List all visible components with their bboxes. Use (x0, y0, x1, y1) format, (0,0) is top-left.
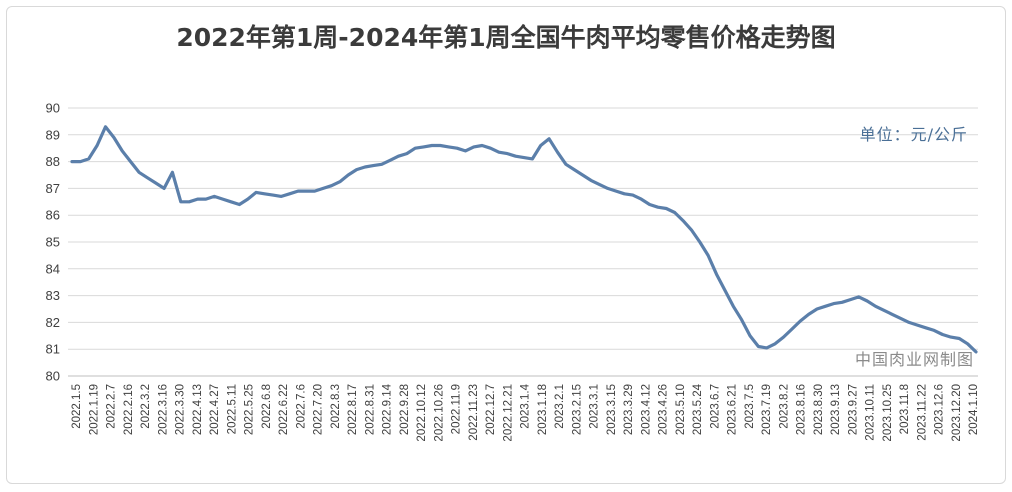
x-tick-label: 2022.6.22 (278, 384, 290, 435)
x-tick-label: 2023.5.24 (692, 383, 704, 435)
x-tick-label: 2023.2.15 (571, 384, 583, 435)
x-tick-label: 2022.3.30 (175, 384, 187, 435)
x-tick-label: 2023.10.25 (882, 384, 894, 442)
x-tick-label: 2022.8.3 (330, 384, 342, 429)
x-tick-label: 2022.7.6 (295, 384, 307, 429)
x-tick-label: 2022.2.7 (106, 384, 118, 429)
y-tick-label: 86 (46, 208, 60, 223)
chart-frame (6, 6, 1006, 484)
x-tick-label: 2023.11.8 (899, 384, 911, 434)
series-line-beef-price (70, 125, 978, 354)
x-tick-label: 2022.3.2 (140, 384, 152, 429)
x-tick-label: 2022.4.13 (192, 384, 204, 435)
unit-label: 单位：元/公斤 (860, 125, 968, 144)
x-tick-label: 2023.11.22 (916, 384, 928, 441)
x-tick-label: 2023.7.5 (744, 384, 756, 429)
y-tick-label: 90 (46, 101, 60, 116)
x-tick-label: 2022.11.9 (451, 384, 463, 434)
x-tick-label: 2022.8.17 (347, 384, 359, 435)
x-tick-label: 2023.3.29 (623, 384, 635, 435)
x-axis-ticks: 2022.1.5 2022.1.19 2022.2.7 2022.2.16 2022.3… (71, 383, 980, 441)
y-tick-label: 88 (46, 154, 60, 169)
y-tick-label: 83 (46, 288, 60, 303)
x-tick-label: 2022.12.7 (485, 384, 497, 435)
y-tick-label: 84 (46, 261, 60, 276)
x-tick-label: 2022.4.27 (209, 384, 221, 435)
x-tick-label: 2022.2.16 (123, 384, 135, 435)
x-tick-label: 2024.1.10 (968, 384, 980, 435)
x-tick-label: 2022.7.20 (313, 384, 325, 435)
y-tick-label: 81 (46, 342, 60, 357)
gridlines (68, 107, 978, 377)
y-axis-ticks: 80 81 82 83 84 85 86 87 88 89 90 (46, 101, 60, 384)
x-tick-label: 2023.9.27 (847, 384, 859, 435)
x-tick-label: 2022.1.5 (71, 384, 83, 429)
x-tick-label: 2023.6.7 (709, 384, 721, 429)
x-tick-label: 2023.3.15 (606, 384, 618, 435)
y-tick-label: 82 (46, 315, 60, 330)
x-tick-label: 2023.6.21 (727, 384, 739, 435)
y-tick-label: 80 (46, 369, 60, 384)
x-tick-label: 2023.3.1 (589, 384, 601, 429)
x-tick-label: 2023.12.6 (934, 384, 946, 435)
x-tick-label: 2023.8.16 (796, 384, 808, 435)
x-tick-label: 2023.1.18 (537, 384, 549, 435)
x-tick-label: 2022.3.16 (157, 384, 169, 435)
x-tick-label: 2023.7.19 (761, 384, 773, 435)
x-tick-label: 2022.9.14 (382, 383, 394, 435)
x-tick-label: 2023.1.4 (520, 383, 532, 428)
x-tick-label: 2023.4.12 (640, 384, 652, 435)
y-tick-label: 85 (46, 235, 60, 250)
x-tick-label: 2022.5.25 (244, 384, 256, 435)
x-tick-label: 2022.11.23 (468, 384, 480, 441)
y-tick-label: 87 (46, 181, 60, 196)
x-tick-label: 2022.6.8 (261, 384, 273, 429)
x-tick-label: 2022.8.31 (364, 384, 376, 435)
x-tick-label: 2022.10.12 (416, 384, 428, 442)
x-tick-label: 2023.12.20 (951, 384, 963, 442)
x-tick-label: 2023.9.13 (830, 384, 842, 435)
x-tick-label: 2022.10.26 (433, 384, 445, 442)
x-tick-label: 2023.8.30 (813, 384, 825, 435)
x-tick-label: 2022.12.21 (502, 384, 514, 442)
x-tick-label: 2023.2.1 (554, 384, 566, 429)
x-tick-label: 2023.10.11 (865, 384, 877, 441)
source-label: 中国肉业网制图 (855, 350, 974, 369)
x-tick-label: 2022.9.28 (399, 384, 411, 435)
chart-title: 2022年第1周-2024年第1周全国牛肉平均零售价格走势图 (176, 23, 836, 52)
x-tick-label: 2022.5.11 (226, 384, 238, 434)
x-tick-label: 2023.5.10 (675, 384, 687, 435)
y-tick-label: 89 (46, 127, 60, 142)
x-tick-label: 2023.8.2 (778, 384, 790, 429)
x-tick-label: 2023.4.26 (658, 384, 670, 435)
x-tick-label: 2022.1.19 (88, 384, 100, 435)
